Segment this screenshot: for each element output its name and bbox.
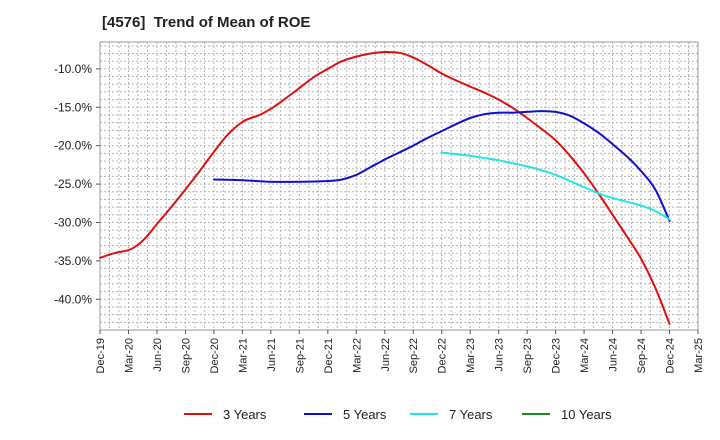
- x-tick-label: Jun-20: [152, 338, 164, 372]
- x-tick-label: Sep-22: [408, 338, 420, 373]
- x-tick-label: Mar-25: [693, 338, 705, 373]
- y-tick-label: -20.0%: [54, 139, 92, 153]
- x-tick-label: Sep-24: [636, 338, 648, 373]
- series-lines: [99, 50, 671, 325]
- y-tick-label: -25.0%: [54, 177, 92, 191]
- y-tick-label: -40.0%: [54, 292, 92, 306]
- y-axis: -10.0% -15.0% -20.0% -25.0% -30.0% -35.0% -40.…: [54, 62, 100, 306]
- legend: 3 Years 5 Years 7 Years 10 Years: [184, 407, 612, 422]
- x-tick-label: Jun-22: [380, 338, 392, 372]
- legend-label: 7 Years: [449, 407, 493, 422]
- x-tick-label: Dec-24: [665, 338, 677, 373]
- series-line-5-years: [212, 110, 671, 222]
- x-tick-label: Dec-19: [95, 338, 107, 373]
- x-tick-label: Sep-23: [522, 338, 534, 373]
- x-tick-label: Jun-21: [266, 338, 278, 372]
- x-tick-label: Dec-22: [437, 338, 449, 373]
- x-tick-label: Jun-24: [608, 338, 620, 372]
- legend-label: 10 Years: [561, 407, 612, 422]
- legend-label: 5 Years: [343, 407, 387, 422]
- series-line-3-years: [99, 50, 671, 325]
- y-tick-label: -35.0%: [54, 254, 92, 268]
- x-tick-label: Jun-23: [494, 338, 506, 372]
- legend-label: 3 Years: [223, 407, 267, 422]
- x-tick-label: Sep-20: [180, 338, 192, 373]
- x-tick-label: Mar-21: [237, 338, 249, 373]
- series-line-7-years: [440, 151, 671, 221]
- x-tick-label: Dec-20: [209, 338, 221, 373]
- x-tick-label: Mar-23: [465, 338, 477, 373]
- x-tick-label: Mar-22: [351, 338, 363, 373]
- grid-lines: [99, 42, 699, 331]
- x-tick-label: Dec-23: [551, 338, 563, 373]
- x-tick-label: Dec-21: [323, 338, 335, 373]
- plot-area: [99, 41, 699, 331]
- x-tick-label: Mar-24: [579, 338, 591, 373]
- x-tick-label: Sep-21: [294, 338, 306, 373]
- y-tick-label: -30.0%: [54, 215, 92, 229]
- y-tick-label: -10.0%: [54, 62, 92, 76]
- chart-title: [4576] Trend of Mean of ROE: [102, 14, 311, 31]
- y-tick-label: -15.0%: [54, 100, 92, 114]
- x-axis: Dec-19 Mar-20 Jun-20 Sep-20 Dec-20 Mar-21 Jun-…: [95, 330, 705, 373]
- x-tick-label: Mar-20: [123, 338, 135, 373]
